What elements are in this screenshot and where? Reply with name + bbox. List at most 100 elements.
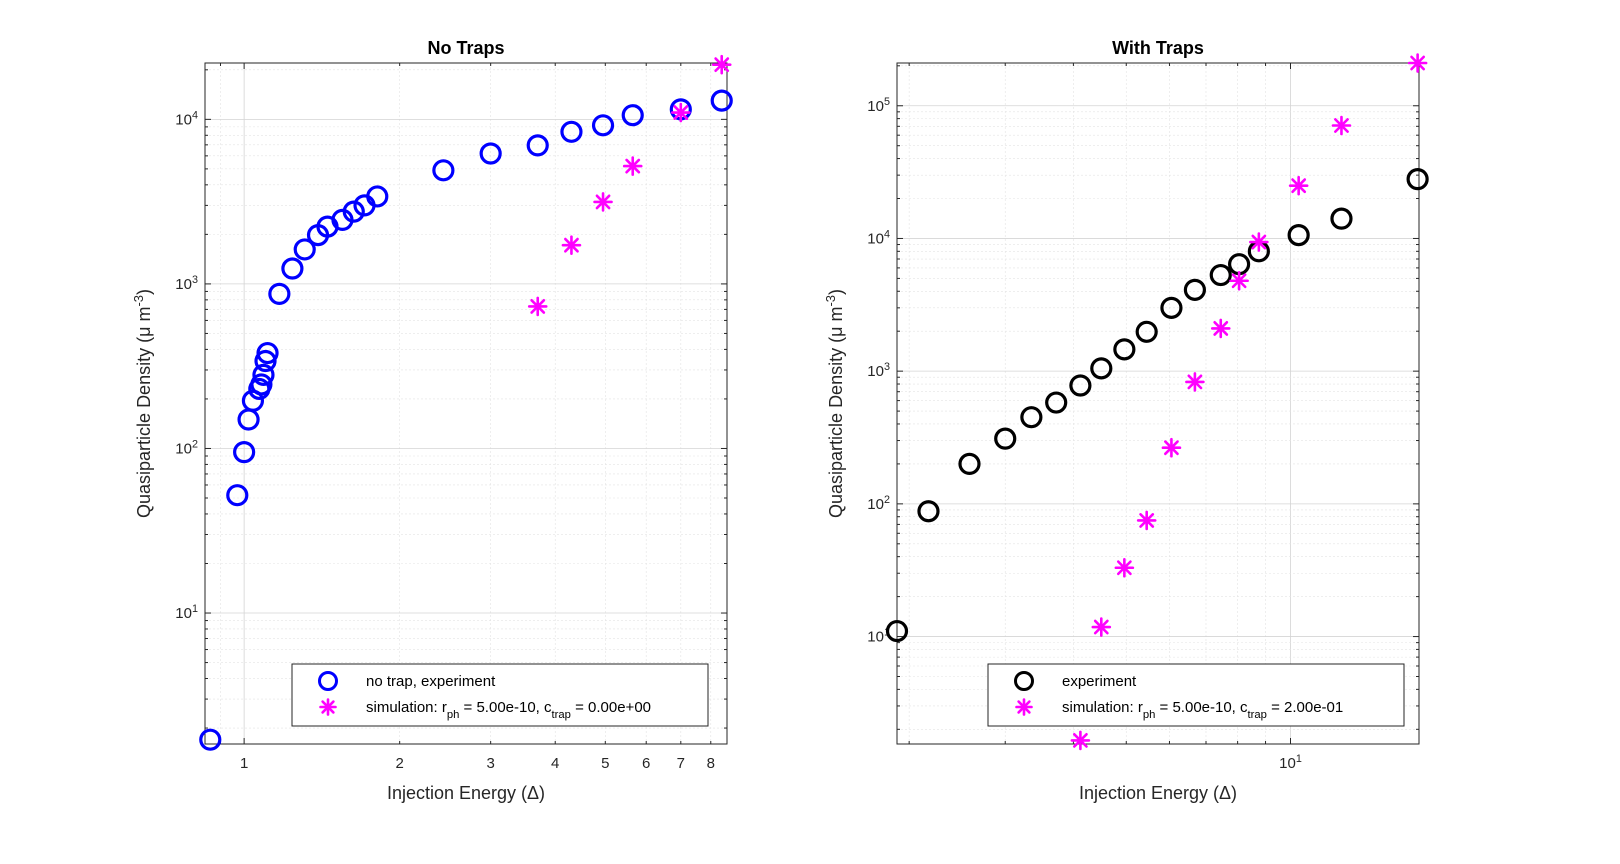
data-point-circle (268, 282, 291, 305)
legend-marker-asterisk (319, 698, 337, 716)
x-tick-label: 8 (707, 755, 715, 772)
x-tick-label: 2 (396, 755, 404, 772)
grid (897, 63, 1419, 744)
y-tick-label: 102 (175, 438, 198, 457)
y-axis-label: Quasiparticle Density (μ m-3) (823, 289, 847, 518)
data-point-circle (432, 159, 455, 182)
data-point-asterisk (1210, 318, 1231, 339)
tick-marks (205, 63, 727, 744)
data-point-circle (1045, 391, 1068, 414)
x-tick-label: 5 (601, 755, 609, 772)
legend-marker-circle (1014, 671, 1034, 691)
series (199, 89, 733, 751)
x-tick-label: 101 (1279, 753, 1302, 772)
x-tick-label: 6 (642, 755, 650, 772)
data-point-circle (199, 728, 222, 751)
y-tick-label: 105 (867, 96, 890, 115)
y-axis-label: Quasiparticle Density (μ m-3) (131, 289, 155, 518)
data-point-circle (250, 373, 273, 396)
legend-marker-circle (318, 671, 338, 691)
y-tick-label: 104 (175, 109, 198, 128)
data-point-asterisk (1407, 53, 1428, 73)
data-point-asterisk (1161, 437, 1182, 458)
data-point-circle (1183, 278, 1207, 301)
data-point-asterisk (1091, 617, 1112, 637)
chart-title: With Traps (1112, 38, 1204, 58)
data-point-asterisk (622, 156, 643, 176)
data-point-circle (526, 134, 549, 157)
plot-frame (204, 62, 728, 745)
legend-label: simulation: rph = 5.00e-10, ctrap = 0.00… (366, 699, 651, 721)
data-point-circle (958, 452, 981, 476)
legend-label: simulation: rph = 5.00e-10, ctrap = 2.00… (1062, 699, 1343, 721)
data-point-circle (1020, 406, 1043, 429)
y-tick-label: 101 (175, 603, 198, 622)
data-point-asterisk (671, 102, 691, 123)
tick-marks (897, 63, 1419, 744)
legend-box (291, 663, 709, 727)
data-point-circle (256, 341, 279, 365)
data-point-circle (1090, 357, 1113, 380)
data-point-circle (591, 114, 615, 137)
y-tick-label: 103 (867, 361, 890, 380)
chart-title: No Traps (427, 38, 504, 58)
data-point-circle (281, 257, 304, 280)
data-point-circle (994, 427, 1017, 450)
data-point-circle (342, 200, 365, 223)
series (1070, 53, 1428, 751)
data-point-circle (885, 619, 909, 643)
data-point-asterisk (1070, 730, 1091, 751)
series (527, 54, 732, 317)
data-point-asterisk (1229, 270, 1249, 291)
data-point-circle (1135, 320, 1158, 343)
data-point-circle (1406, 168, 1429, 191)
data-point-asterisk (1331, 115, 1352, 136)
data-point-circle (293, 238, 316, 261)
y-tick-label: 103 (175, 274, 198, 293)
legend-label: no trap, experiment (366, 673, 496, 690)
x-tick-label: 1 (240, 755, 248, 772)
chart-panel-no-traps: 1 2 3 4 5 6 7 8 101 102 103 104 No Traps Injection En… (131, 38, 733, 803)
legend-marker-asterisk (1015, 698, 1033, 716)
x-tick-label: 4 (551, 755, 559, 772)
data-point-circle (233, 441, 256, 464)
plot-frame (896, 62, 1420, 745)
data-point-asterisk (593, 192, 613, 212)
x-axis-label: Injection Energy (Δ) (387, 783, 545, 803)
grid (205, 63, 727, 744)
data-point-asterisk (1249, 232, 1269, 252)
data-point-circle (1330, 207, 1353, 230)
data-point-asterisk (1114, 557, 1135, 578)
data-point-circle (226, 484, 249, 507)
data-point-circle (237, 408, 260, 431)
data-point-asterisk (1288, 175, 1309, 196)
data-point-circle (1228, 253, 1251, 276)
data-point-asterisk (561, 235, 582, 255)
x-axis-label: Injection Energy (Δ) (1079, 783, 1237, 803)
data-point-circle (366, 185, 389, 208)
y-tick-label: 102 (867, 494, 890, 513)
legend-box (987, 663, 1405, 727)
legend: no trap, experiment simulation: rph = 5.0… (291, 663, 709, 727)
data-point-circle (917, 500, 940, 523)
data-point-asterisk (1185, 372, 1205, 392)
data-point-circle (1209, 263, 1232, 287)
x-tick-label: 7 (677, 755, 685, 772)
data-point-circle (710, 89, 733, 112)
data-point-circle (560, 120, 583, 143)
data-point-asterisk (711, 54, 732, 75)
data-point-circle (252, 363, 275, 386)
data-point-circle (621, 104, 644, 127)
data-point-circle (1287, 224, 1310, 247)
data-point-circle (479, 142, 502, 165)
legend: experiment simulation: rph = 5.00e-10, ct… (987, 663, 1405, 727)
data-point-circle (1113, 338, 1136, 361)
data-point-circle (1069, 374, 1092, 397)
data-point-asterisk (1136, 510, 1157, 531)
y-tick-label: 104 (867, 228, 890, 247)
data-point-circle (1160, 296, 1183, 319)
x-tick-label: 3 (486, 755, 494, 772)
series (885, 168, 1429, 643)
